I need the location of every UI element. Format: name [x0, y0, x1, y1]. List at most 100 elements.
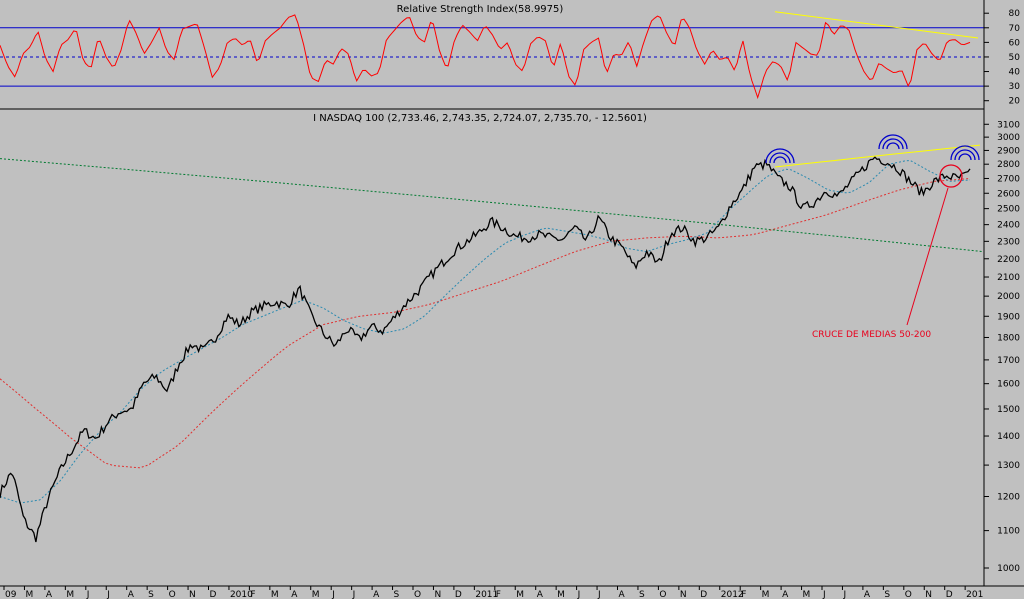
x-tick-label-31: S [639, 590, 645, 599]
x-tick-label-29: J [597, 590, 601, 599]
price-tick-label-1200: 1200 [997, 492, 1020, 502]
price-line [0, 156, 971, 543]
crossover-circle [939, 164, 963, 188]
x-tick-label-10: D [210, 590, 217, 599]
price-tick-label-1800: 1800 [997, 333, 1020, 343]
ma200-line [0, 178, 971, 469]
price-tick-label-2000: 2000 [997, 292, 1020, 302]
price-annotation-marks [765, 134, 980, 326]
x-tick-label-22: D [455, 590, 462, 599]
x-tick-label-44: O [905, 590, 912, 599]
x-tick-label-35: 2012 [721, 590, 744, 599]
top-arc-0-0 [773, 156, 787, 164]
rsi-tick-label-50: 50 [1009, 53, 1021, 63]
x-tick-label-0: 09 [5, 590, 17, 599]
price-panel: I NASDAQ 100 (2,733.46, 2,743.35, 2,724.… [0, 113, 1020, 574]
x-tick-label-25: M [516, 590, 524, 599]
price-tick-label-1300: 1300 [997, 461, 1020, 471]
x-tick-label-17: J [352, 590, 356, 599]
x-tick-label-38: A [782, 590, 789, 599]
x-tick-label-5: J [106, 590, 110, 599]
x-tick-label-37: M [762, 590, 770, 599]
price-y-axis: 1000 1100 1200 1300 1400 1500 1600 1700 1800 1900… [984, 120, 1020, 574]
x-tick-label-11: 2010 [230, 590, 253, 599]
price-tick-label-1700: 1700 [997, 356, 1020, 366]
rsi-panel: Relative Strength Index(58.9975) 20 30 40 5… [0, 4, 1020, 107]
rsi-title: Relative Strength Index(58.9975) [397, 4, 564, 15]
x-tick-label-18: A [373, 590, 380, 599]
x-tick-label-47: 201 [966, 590, 983, 599]
price-tick-label-2900: 2900 [997, 146, 1020, 156]
x-tick-label-23: 2011 [475, 590, 498, 599]
long-trendline [0, 158, 985, 253]
x-tick-label-15: M [312, 590, 320, 599]
top-arc-1-2 [878, 134, 908, 150]
rsi-tick-label-40: 40 [1009, 68, 1021, 78]
price-tick-label-3000: 3000 [997, 133, 1020, 143]
x-tick-label-28: J [577, 590, 581, 599]
price-tick-label-2600: 2600 [997, 189, 1020, 199]
price-tick-label-1000: 1000 [997, 564, 1020, 574]
price-tick-label-1100: 1100 [997, 527, 1020, 537]
x-tick-label-16: J [331, 590, 335, 599]
x-tick-label-8: O [169, 590, 176, 599]
x-tick-label-9: N [189, 590, 196, 599]
top-arc-2-2 [950, 145, 980, 161]
x-tick-label-7: S [148, 590, 154, 599]
rsi-tick-label-30: 30 [1009, 82, 1021, 92]
price-series-group [0, 144, 985, 543]
top-trendline [774, 144, 981, 168]
x-tick-label-14: A [291, 590, 298, 599]
rsi-tick-label-20: 20 [1009, 97, 1021, 107]
price-tick-label-1600: 1600 [997, 380, 1020, 390]
rsi-trendline [774, 11, 979, 39]
price-tick-label-1500: 1500 [997, 405, 1020, 415]
rsi-tick-label-80: 80 [1009, 9, 1021, 19]
ma-crossover-annotation: CRUCE DE MEDIAS 50-200 [812, 330, 931, 340]
x-tick-label-12: F [250, 590, 255, 599]
x-tick-label-3: M [66, 590, 74, 599]
x-tick-label-46: D [946, 590, 953, 599]
x-tick-label-24: F [496, 590, 501, 599]
x-tick-label-45: N [925, 590, 932, 599]
x-tick-label-34: D [700, 590, 707, 599]
x-tick-label-40: J [822, 590, 826, 599]
price-tick-label-1900: 1900 [997, 312, 1020, 322]
x-tick-label-36: F [741, 590, 746, 599]
rsi-tick-label-60: 60 [1009, 38, 1021, 48]
price-tick-label-2200: 2200 [997, 255, 1020, 265]
top-arc-0-1 [769, 152, 791, 164]
top-arc-0-2 [765, 148, 795, 164]
x-tick-label-21: N [434, 590, 441, 599]
top-arc-2-0 [958, 153, 972, 161]
price-tick-label-2800: 2800 [997, 160, 1020, 170]
x-tick-label-19: S [394, 590, 400, 599]
x-tick-label-26: A [537, 590, 544, 599]
ma50-line [0, 159, 971, 504]
x-tick-label-2: A [46, 590, 53, 599]
top-arc-1-1 [882, 138, 904, 150]
price-tick-label-2100: 2100 [997, 273, 1020, 283]
price-tick-label-2300: 2300 [997, 237, 1020, 247]
x-tick-label-43: S [884, 590, 890, 599]
x-tick-label-27: M [557, 590, 565, 599]
x-tick-label-32: O [659, 590, 666, 599]
rsi-tick-label-70: 70 [1009, 24, 1021, 34]
price-tick-label-2400: 2400 [997, 221, 1020, 231]
top-arc-2-1 [954, 149, 976, 161]
price-tick-label-3100: 3100 [997, 120, 1020, 130]
annotation-pointer [906, 187, 949, 326]
rsi-line [0, 14, 971, 100]
price-title: I NASDAQ 100 (2,733.46, 2,743.35, 2,724.… [313, 113, 647, 124]
rsi-y-axis: 20 30 40 50 60 70 80 [984, 9, 1020, 107]
x-tick-label-33: N [680, 590, 687, 599]
x-tick-label-6: A [128, 590, 135, 599]
x-tick-label-39: M [803, 590, 811, 599]
top-arc-1-0 [886, 142, 900, 150]
x-tick-label-42: A [864, 590, 871, 599]
rsi-grid [0, 27, 984, 87]
price-tick-label-2500: 2500 [997, 205, 1020, 215]
